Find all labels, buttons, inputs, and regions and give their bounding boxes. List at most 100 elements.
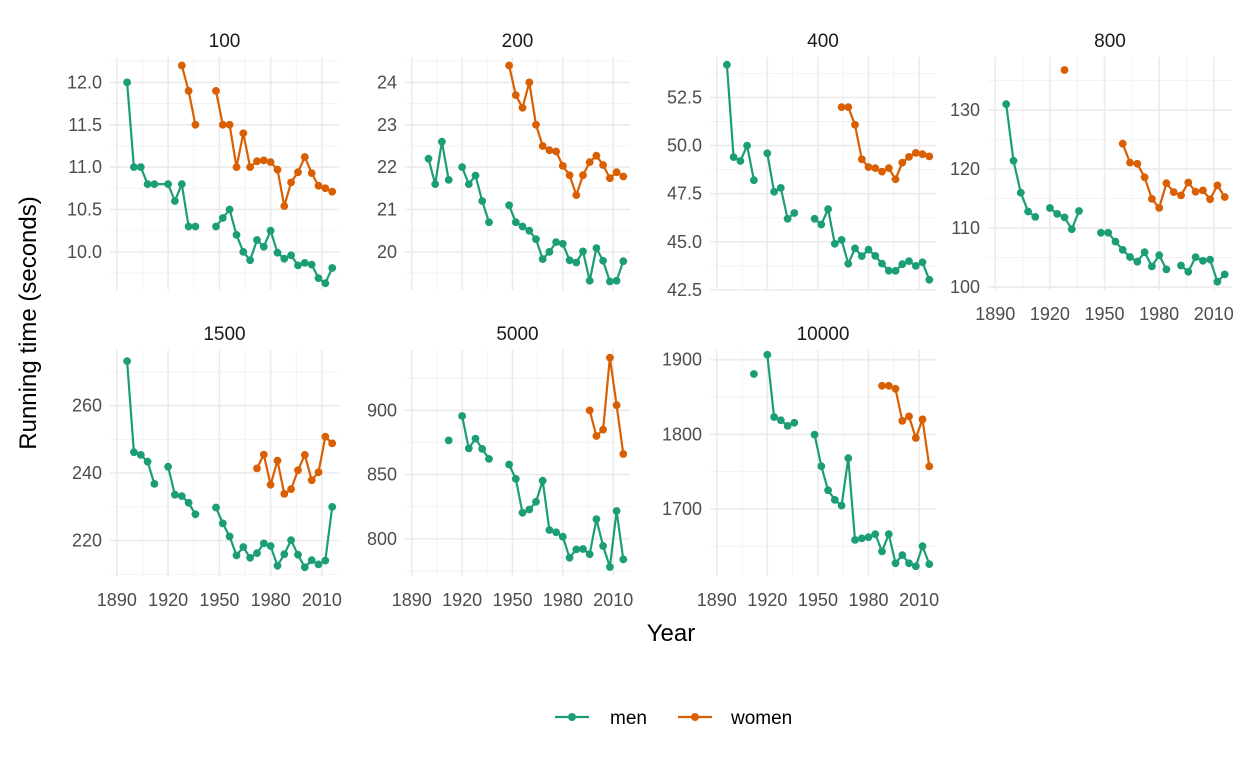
data-point-men xyxy=(478,197,487,205)
data-point-women xyxy=(925,152,934,161)
panel-title-5000: 5000 xyxy=(496,324,538,345)
panel-title-400: 400 xyxy=(807,31,839,52)
data-point-men xyxy=(830,239,839,248)
y-tick-label: 10.5 xyxy=(67,200,102,220)
data-point-men xyxy=(606,277,614,286)
data-point-women xyxy=(321,432,330,441)
data-point-women xyxy=(612,168,621,177)
data-point-men xyxy=(1097,228,1105,237)
data-point-women xyxy=(294,466,302,475)
data-point-men xyxy=(253,549,261,557)
data-point-men xyxy=(266,226,275,235)
data-point-women xyxy=(911,434,920,442)
data-point-men xyxy=(1184,267,1193,276)
data-point-women xyxy=(1148,195,1156,203)
y-tick-label: 47.5 xyxy=(667,184,702,204)
series-line-women xyxy=(588,356,625,455)
data-point-women xyxy=(253,157,261,166)
data-point-men xyxy=(294,550,302,559)
y-tick-label: 22 xyxy=(377,157,397,177)
data-point-women xyxy=(599,161,607,169)
data-point-men xyxy=(871,530,880,539)
data-point-men xyxy=(851,536,859,544)
data-point-men xyxy=(266,542,275,550)
data-point-women xyxy=(287,485,295,493)
x-tick-label: 2010 xyxy=(1194,304,1234,324)
data-point-men xyxy=(177,180,186,189)
data-point-men xyxy=(864,245,873,254)
data-point-women xyxy=(891,175,900,184)
y-tick-label: 130 xyxy=(950,100,980,120)
data-point-men xyxy=(136,451,145,459)
panel-200: 200 20 21 22 23 24 xyxy=(377,31,630,290)
data-point-men xyxy=(505,201,513,210)
y-axis-title: Running time (seconds) xyxy=(15,196,42,449)
data-point-women xyxy=(328,439,337,448)
data-point-men xyxy=(925,560,934,568)
y-tick-label: 850 xyxy=(367,465,397,485)
x-tick-label: 1950 xyxy=(492,590,532,610)
data-point-women xyxy=(294,168,302,177)
data-point-men xyxy=(1024,207,1032,216)
x-tick-label: 1920 xyxy=(1030,304,1070,324)
data-point-women xyxy=(273,456,282,465)
data-point-men xyxy=(619,257,628,266)
data-point-women xyxy=(572,191,581,200)
series-line-men xyxy=(427,140,450,186)
data-point-men xyxy=(239,543,248,551)
data-point-men xyxy=(307,556,316,565)
data-point-men xyxy=(776,416,785,425)
data-point-men xyxy=(1133,257,1142,266)
data-point-women xyxy=(606,174,614,183)
series-line-men xyxy=(215,208,334,285)
data-point-men xyxy=(1053,210,1062,218)
data-point-men xyxy=(1016,188,1025,197)
data-point-men xyxy=(431,180,440,189)
y-tick-label: 11.5 xyxy=(68,115,102,135)
data-point-women xyxy=(558,162,567,170)
data-point-men xyxy=(225,205,234,214)
data-point-men xyxy=(871,252,880,260)
x-tick-label: 1980 xyxy=(543,590,583,610)
data-point-women xyxy=(1060,66,1069,74)
data-point-men xyxy=(232,551,241,560)
series-line-women xyxy=(214,90,333,208)
data-point-women xyxy=(619,172,628,181)
data-point-men xyxy=(246,256,255,265)
data-point-men xyxy=(444,176,453,184)
data-point-women xyxy=(1191,187,1200,196)
y-tick-label: 1900 xyxy=(662,350,702,370)
y-tick-label: 220 xyxy=(72,531,102,551)
panel-title-200: 200 xyxy=(502,31,534,52)
data-point-men xyxy=(294,261,302,270)
data-point-women xyxy=(246,163,255,172)
x-tick-label: 1890 xyxy=(392,590,432,610)
data-point-men xyxy=(810,430,819,439)
data-point-women xyxy=(898,417,907,425)
data-point-men xyxy=(545,526,554,534)
x-tick-label: 1920 xyxy=(442,590,482,610)
data-point-men xyxy=(837,236,846,244)
data-point-men xyxy=(164,462,173,471)
data-point-men xyxy=(164,180,173,189)
data-point-women xyxy=(1199,186,1207,195)
x-tick-label: 2010 xyxy=(302,590,342,610)
y-tick-label: 12.0 xyxy=(67,72,102,92)
data-point-men xyxy=(898,260,907,269)
data-point-men xyxy=(830,496,839,504)
data-point-men xyxy=(458,163,466,172)
y-tick-label: 11.0 xyxy=(68,157,102,177)
data-point-men xyxy=(851,244,859,253)
data-point-men xyxy=(218,214,227,222)
data-point-men xyxy=(579,247,587,256)
data-point-women xyxy=(314,181,323,190)
data-point-women xyxy=(619,450,628,458)
data-point-men xyxy=(545,248,554,256)
panel-400: 400 42.5 45.0 47.5 50.0 52.5 xyxy=(667,31,936,300)
data-point-men xyxy=(184,498,193,507)
data-point-men xyxy=(810,214,819,223)
panel-title-800: 800 xyxy=(1094,31,1126,52)
data-point-women xyxy=(918,150,927,159)
x-tick-label: 1920 xyxy=(148,590,188,610)
data-point-men xyxy=(884,266,893,275)
